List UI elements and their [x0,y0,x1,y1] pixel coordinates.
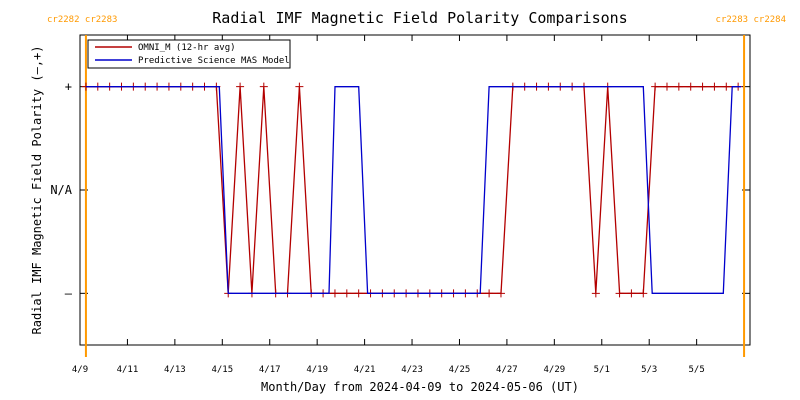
x-tick-label: 4/17 [259,365,281,375]
x-tick-label: 4/19 [306,365,328,375]
data-point [485,289,494,298]
data-point [698,82,707,91]
data-point [710,82,719,91]
series-line [85,86,739,294]
data-point [496,289,505,298]
data-point [236,82,245,91]
series-mas [85,86,742,294]
x-axis-label: Month/Day from 2024-04-09 to 2024-05-06 … [261,380,579,394]
data-point [259,82,268,91]
legend-label-omni: OMNI_M (12-hr avg) [138,43,236,53]
x-tick-label: 4/15 [211,365,233,375]
x-tick-label: 4/29 [543,365,565,375]
y-tick-label: + [65,80,72,94]
series-layer [81,82,743,298]
series-line [85,86,742,294]
data-point [651,82,660,91]
x-tick-label: 4/25 [449,365,471,375]
data-point [639,289,648,298]
data-point [674,82,683,91]
x-tick-label: 4/13 [164,365,186,375]
data-point [686,82,695,91]
series-omni [81,82,743,298]
y-tick-label: – [65,286,73,300]
carrington-lines [84,35,746,357]
data-point [295,82,304,91]
legend-box [87,39,291,69]
y-tick-label: N/A [50,183,72,197]
x-tick-label: 4/27 [496,365,518,375]
x-axis-ticks: 4/9 4/11 4/13 4/15 4/17 4/19 4/21 4/23 4/25 4/27 4… [72,35,705,375]
carrington-labels: cr2282 cr2283 cr2283 cr2284 [47,15,786,25]
data-point [591,289,600,298]
data-point [354,289,363,298]
carrington-label: cr2282 cr2283 [47,15,117,25]
x-tick-label: 4/9 [72,365,88,375]
chart-title: Radial IMF Magnetic Field Polarity Compa… [212,9,627,27]
y-axis-label: Radial IMF Magnetic Field Polarity (–,+) [30,46,44,335]
x-tick-label: 5/1 [594,365,610,375]
data-point [615,289,624,298]
x-tick-label: 4/23 [401,365,423,375]
legend-label-mas: Predictive Science MAS Model [138,56,290,66]
x-tick-label: 4/11 [117,365,139,375]
data-point [342,289,351,298]
x-tick-label: 5/5 [689,365,705,375]
data-point [662,82,671,91]
data-point [627,289,636,298]
data-point [722,82,731,91]
x-tick-label: 4/21 [354,365,376,375]
legend: OMNI_M (12-hr avg) Predictive Science MA… [87,39,291,69]
data-point [330,289,339,298]
x-tick-label: 5/3 [641,365,657,375]
carrington-label: cr2283 cr2284 [716,15,786,25]
